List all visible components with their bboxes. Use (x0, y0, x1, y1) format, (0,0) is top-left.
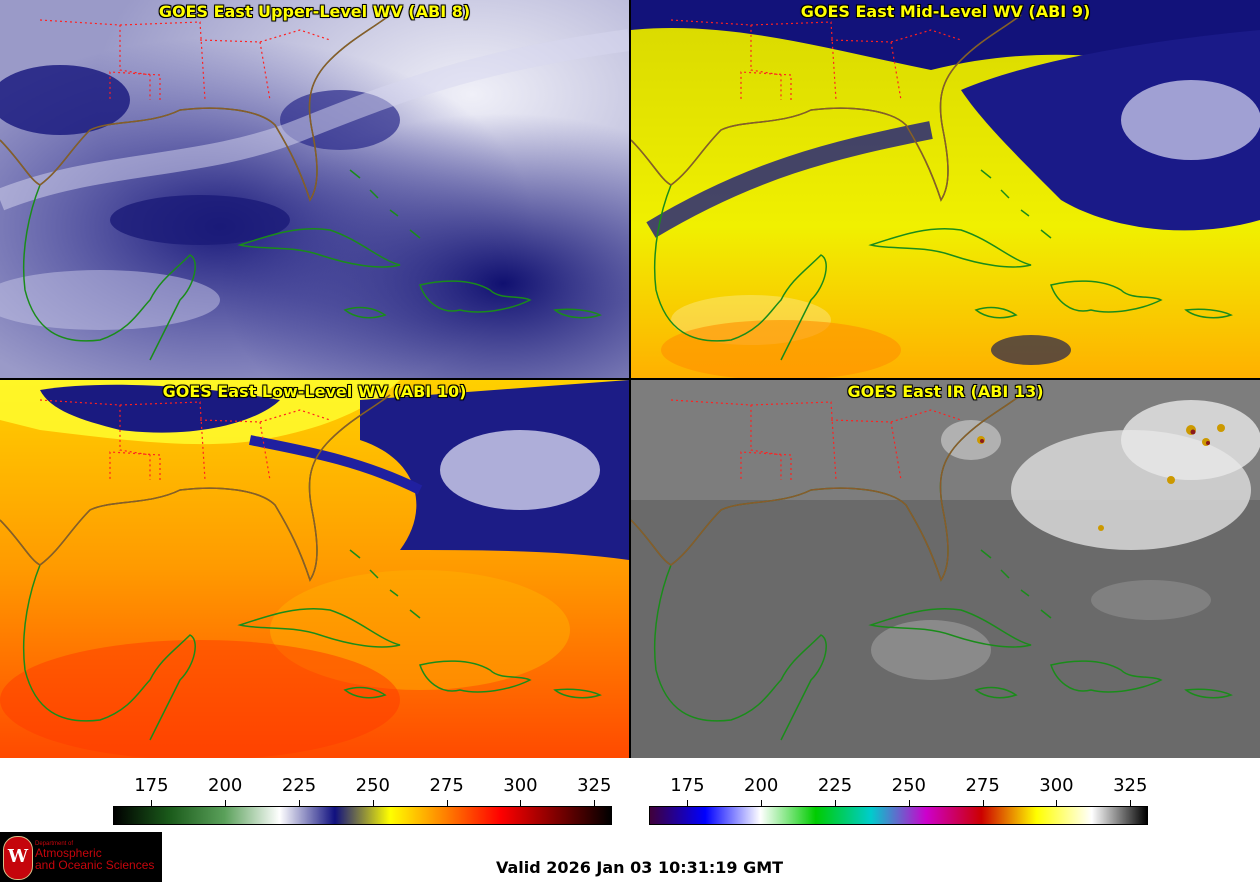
panel-title: GOES East Low-Level WV (ABI 10) (162, 382, 467, 401)
coastline (419, 660, 532, 693)
ir-colorbar-tick-label: 175 (670, 775, 705, 796)
wv-colorbar-tick-label: 200 (208, 775, 243, 796)
aos-logo: W Department of Atmospheric and Oceanic … (0, 832, 162, 882)
wv-colorbar-tick (446, 800, 448, 806)
ir-imagery (631, 380, 1260, 758)
logo-line-atmospheric: Atmospheric (35, 846, 102, 860)
ir-colorbar-tick (761, 800, 763, 806)
wv-colorbar-tick (299, 800, 301, 806)
wv-colorbar-tick (594, 800, 596, 806)
coastline (1184, 308, 1233, 319)
ir-colorbar-tick (835, 800, 837, 806)
state-boundary (670, 399, 962, 481)
wv-colorbar-tick (372, 800, 374, 806)
wv-colorbar-tick-label: 275 (429, 775, 464, 796)
ir-colorbar-tick-label: 225 (817, 775, 853, 796)
ir-colorbar-tick-label: 325 (1113, 775, 1148, 796)
panel-title: GOES East Mid-Level WV (ABI 9) (800, 2, 1091, 21)
ir-colorbar-tick-label: 300 (1039, 775, 1074, 796)
coastline (419, 280, 532, 313)
ir-colorbar-tick (687, 800, 689, 806)
coastline (343, 686, 387, 699)
ir-colorbar-tick (908, 800, 910, 806)
state-boundary (670, 19, 962, 101)
coastline (974, 306, 1018, 319)
coastline (1050, 660, 1163, 693)
ir-colorbar-tick (1056, 800, 1058, 806)
wv-colorbar-tick-label: 225 (281, 775, 317, 796)
coastline (22, 184, 196, 361)
panel-ir: GOES East IR (ABI 13) (631, 380, 1260, 758)
wv-colorbar-tick-label: 175 (134, 775, 169, 796)
panel-low-level-wv: GOES East Low-Level WV (ABI 10) (0, 380, 629, 758)
us-coastline (0, 14, 391, 202)
coastline (349, 169, 421, 239)
wv-colorbar-tick-label: 250 (355, 775, 391, 796)
upper-level-wv-imagery (0, 0, 629, 378)
panel-title: GOES East IR (ABI 13) (847, 382, 1044, 401)
mid-level-wv-imagery (631, 0, 1260, 378)
ir-colorbar-gradient (649, 806, 1148, 825)
coastline (22, 564, 196, 741)
wv-colorbar-tick (151, 800, 153, 806)
ir-colorbar-tick-label: 200 (744, 775, 779, 796)
panel-upper-level-wv: GOES East Upper-Level WV (ABI 8) (0, 0, 629, 378)
coastline (237, 227, 401, 268)
ir-colorbar-tick (1130, 800, 1132, 806)
coastline (868, 227, 1032, 268)
wv-colorbar-tick (225, 800, 227, 806)
state-boundary (39, 399, 331, 481)
wv-colorbar-tick (520, 800, 522, 806)
us-coastline (631, 14, 1022, 202)
ir-colorbar-tick-label: 275 (965, 775, 1000, 796)
us-coastline (631, 394, 1022, 582)
coastline (349, 549, 421, 619)
panel-title: GOES East Upper-Level WV (ABI 8) (158, 2, 471, 21)
logo-line-oceanic: and Oceanic Sciences (35, 858, 155, 872)
coastline (868, 607, 1032, 648)
low-level-wv-imagery (0, 380, 629, 758)
coastline (980, 549, 1052, 619)
coastline (980, 169, 1052, 239)
panel-mid-level-wv: GOES East Mid-Level WV (ABI 9) (631, 0, 1260, 378)
wv-colorbar-gradient (113, 806, 612, 825)
ir-colorbar-tick (982, 800, 984, 806)
coastline (237, 607, 401, 648)
logo-dept: Department of (35, 841, 74, 847)
state-boundary (39, 19, 331, 101)
coastline (974, 686, 1018, 699)
ir-colorbar-tick-label: 250 (891, 775, 927, 796)
uw-seal-icon: W (3, 836, 33, 880)
wv-colorbar-tick-label: 325 (577, 775, 612, 796)
coastline (653, 564, 827, 741)
coastline (553, 308, 602, 319)
valid-time: Valid 2026 Jan 03 10:31:19 GMT (496, 858, 784, 877)
coastline (1184, 688, 1233, 699)
coastline (343, 306, 387, 319)
wv-colorbar-tick-label: 300 (503, 775, 538, 796)
panel-divider-horizontal (0, 378, 1260, 380)
coastline (1050, 280, 1163, 313)
coastline (653, 184, 827, 361)
us-coastline (0, 394, 391, 582)
coastline (553, 688, 602, 699)
